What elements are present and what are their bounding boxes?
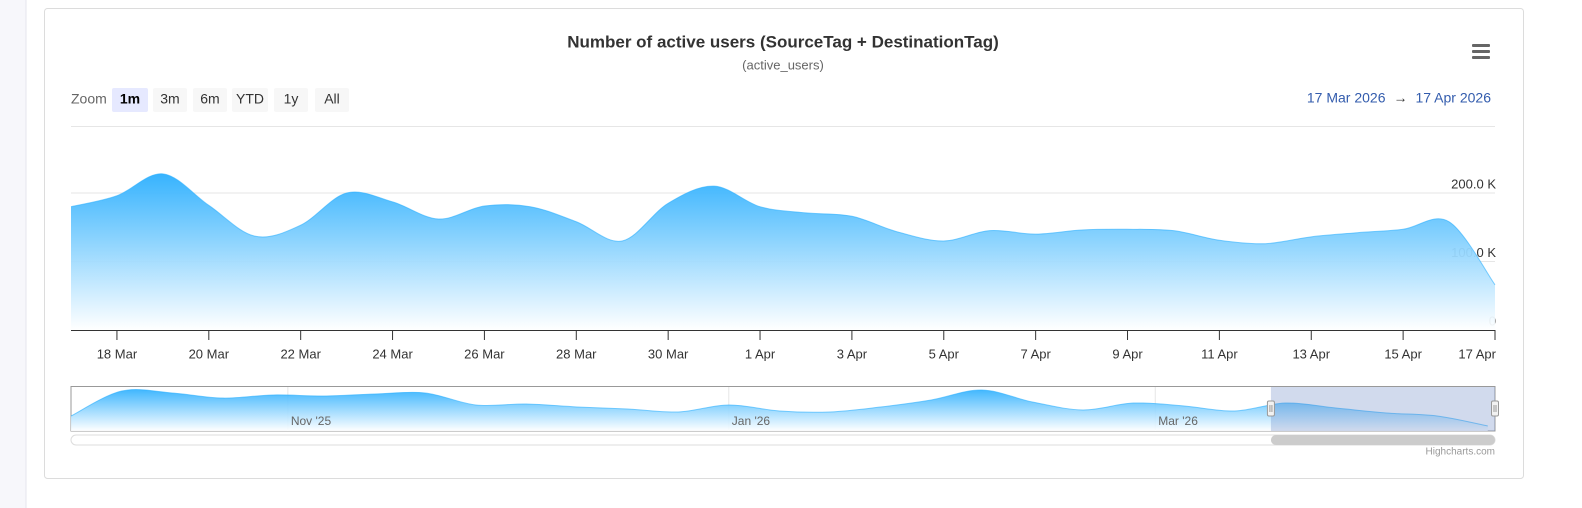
zoom-button-label[interactable]: All [324,91,340,107]
navigator-tick-label: Nov '25 [291,414,332,428]
zoom-button-label[interactable]: 6m [200,91,219,107]
range-to[interactable]: 17 Apr 2026 [1415,90,1491,106]
x-tick-label: 18 Mar [97,346,138,361]
x-tick-label: 24 Mar [372,346,413,361]
x-tick-label: 9 Apr [1112,346,1143,361]
zoom-button[interactable] [315,88,349,112]
menu-bar [1472,50,1490,53]
area-line [70,173,1496,286]
navigator-tick-label: Mar '26 [1158,414,1198,428]
navigator-area [71,389,1488,431]
x-tick-label: 13 Apr [1292,346,1330,361]
x-tick-label: 15 Apr [1384,346,1422,361]
navigator-tick-label: Jan '26 [732,414,771,428]
x-tick-label: 3 Apr [837,346,868,361]
chart-subtitle: (active_users) [742,57,824,72]
menu-bar [1472,56,1490,59]
menu-button[interactable] [1468,38,1494,64]
x-tick-label: 11 Apr [1201,346,1238,361]
side-strip [0,0,26,508]
range-separator: → [1393,90,1407,106]
x-tick-label: 28 Mar [556,346,597,361]
chart-title: Number of active users (SourceTag + Dest… [567,32,999,51]
x-tick-label: 26 Mar [464,346,505,361]
area [71,173,1495,330]
zoom-button[interactable] [112,88,148,112]
y-tick-label: 200.0 K [1451,176,1496,191]
zoom-button-label[interactable]: 3m [160,91,179,107]
navigator-handle[interactable] [1266,400,1275,417]
x-tick-label: 1 Apr [745,346,776,361]
x-tick-label: 22 Mar [280,346,321,361]
zoom-button[interactable] [193,88,227,112]
x-tick-label: 30 Mar [648,346,689,361]
zoom-button[interactable] [274,88,308,112]
navigator-mask[interactable] [1270,387,1495,431]
menu-bar [1472,44,1490,47]
zoom-button[interactable] [153,88,187,112]
x-tick-label: 20 Mar [189,346,230,361]
zoom-button[interactable] [232,88,268,112]
scrollbar-thumb[interactable] [1270,435,1495,445]
zoom-button-label[interactable]: 1y [284,91,299,107]
zoom-button-label[interactable]: 1m [120,91,140,107]
navigator-handle[interactable] [1491,400,1499,417]
x-tick-label: 5 Apr [929,346,960,361]
zoom-button-label[interactable]: YTD [236,91,264,107]
x-tick-label: 7 Apr [1020,346,1051,361]
range-from[interactable]: 17 Mar 2026 [1307,90,1386,106]
navigator-line [70,389,1488,427]
credits[interactable]: Highcharts.com [1426,447,1495,458]
zoom-label: Zoom [71,91,107,107]
x-tick-label: 17 Apr [1458,346,1496,361]
